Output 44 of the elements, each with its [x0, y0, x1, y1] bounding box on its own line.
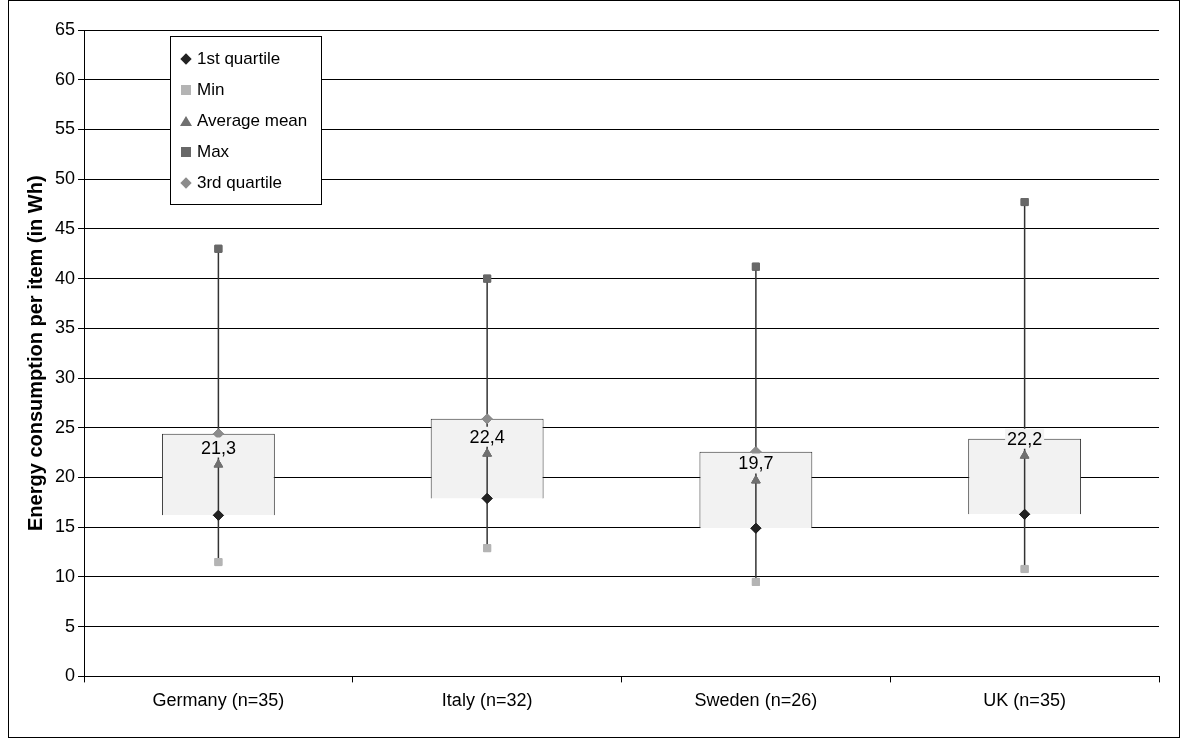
x-tick-label: UK (n=35)	[983, 690, 1066, 711]
y-tick-label: 45	[54, 217, 76, 238]
y-axis-title: Energy consumption per item (in Wh)	[23, 175, 46, 531]
y-tick-label: 65	[54, 18, 76, 39]
y-tick-label: 60	[54, 68, 76, 89]
y-tick-label: 40	[54, 267, 76, 288]
point	[751, 474, 761, 484]
y-tick-label: 25	[54, 416, 76, 437]
x-tick-label: Sweden (n=26)	[694, 690, 818, 711]
y-tick-label: 10	[54, 565, 76, 586]
point	[483, 544, 492, 553]
point	[482, 448, 492, 457]
point	[750, 522, 762, 534]
y-tick-label: 55	[54, 118, 76, 139]
legend-label: Max	[197, 141, 230, 163]
point	[214, 244, 223, 253]
point	[214, 558, 223, 567]
point	[1019, 508, 1031, 520]
legend-label: 1st quartile	[197, 48, 281, 70]
data-label: 22,4	[469, 426, 505, 447]
point	[1019, 450, 1030, 459]
point	[751, 577, 760, 586]
legend-label: 3rd quartile	[197, 172, 283, 194]
x-tick-label: Germany (n=35)	[152, 690, 285, 711]
point	[481, 492, 493, 504]
point	[213, 459, 224, 468]
legend-label: Min	[197, 79, 225, 101]
point	[751, 262, 760, 271]
point	[483, 274, 492, 283]
y-tick-label: 5	[65, 615, 76, 636]
legend-label: Average mean	[197, 110, 308, 132]
y-tick-label: 15	[54, 516, 76, 537]
point	[212, 509, 224, 521]
data-label: 19,7	[738, 453, 774, 474]
point	[1020, 564, 1029, 574]
y-tick-label: 35	[54, 317, 76, 338]
y-tick-label: 30	[54, 367, 76, 388]
point	[481, 413, 493, 425]
x-tick-label: Italy (n=32)	[441, 690, 533, 711]
y-tick-label: 20	[54, 466, 76, 487]
data-label: 21,3	[200, 437, 236, 458]
point	[1020, 198, 1029, 207]
y-tick-label: 50	[54, 168, 76, 189]
y-tick-label: 0	[65, 665, 76, 686]
